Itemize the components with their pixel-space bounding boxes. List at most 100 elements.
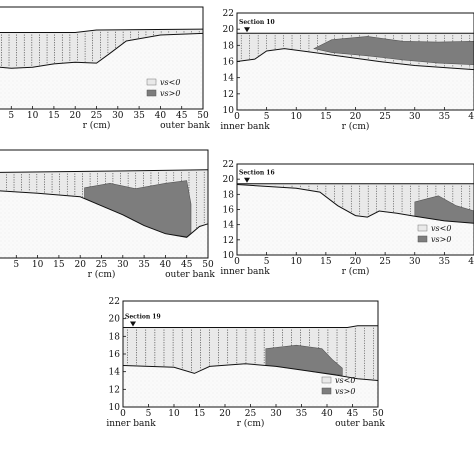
x-tick-label: 10: [291, 112, 303, 122]
y-tick-label: 12: [223, 90, 234, 100]
x-axis-label: r (cm): [83, 120, 111, 131]
section-title: Section 16: [239, 170, 275, 177]
x-tick-label: 5: [13, 260, 19, 270]
bed-sediment: [0, 190, 208, 258]
x-tick-label: 15: [53, 260, 65, 270]
water-level-marker: [130, 321, 136, 327]
region-positive: [313, 36, 474, 66]
y-tick-label: 10: [223, 251, 235, 261]
x-tick-label: 20: [69, 111, 81, 121]
legend-label-positive: vs>0: [431, 235, 451, 244]
x-tick-label: 25: [91, 111, 103, 121]
x-tick-label: 25: [379, 257, 391, 267]
bed-sediment: [237, 48, 474, 110]
x-tick-label: 15: [48, 111, 60, 121]
x-tick-label: 35: [439, 112, 451, 122]
x-tick-label: 10: [291, 257, 303, 267]
bed-sediment: [237, 184, 474, 255]
bed-profile: [0, 190, 209, 238]
y-tick-label: 22: [109, 297, 120, 307]
y-tick-label: 16: [223, 58, 235, 68]
x-tick-label: 0: [234, 257, 240, 267]
panel-4: 0 5 10 15 20 25 30 35 40 10 12 14 16 18 20 22 r (cm) inne…: [220, 160, 474, 277]
legend-swatch-positive: [321, 387, 332, 395]
x-tick-label: 40: [468, 257, 474, 267]
x-tick-label: 0: [234, 112, 240, 122]
inner-bank-label: inner bank: [106, 419, 156, 429]
bed-profile: [0, 32, 204, 69]
outer-bank-label: outer bank: [160, 121, 210, 131]
bed-sediment: [123, 363, 378, 407]
x-tick-label: 50: [202, 260, 214, 270]
x-axis-label: r (cm): [342, 121, 370, 132]
measurement-verticals: [1, 31, 200, 68]
section-title: Section 10: [239, 19, 275, 26]
x-tick-label: 30: [409, 112, 421, 122]
y-tick-label: 14: [109, 368, 121, 378]
legend-swatch-negative: [146, 78, 157, 86]
x-tick-label: 50: [197, 111, 209, 121]
x-tick-label: 30: [409, 257, 421, 267]
legend: vs<0 vs>0: [417, 224, 451, 244]
x-tick-label: 20: [74, 260, 86, 270]
x-tick-label: 45: [347, 409, 359, 419]
x-axis-label: r (cm): [88, 269, 116, 280]
outer-bank-label: outer bank: [165, 270, 215, 280]
y-tick-label: 20: [223, 25, 235, 35]
legend: vs<0 vs>0: [146, 78, 180, 98]
x-tick-label: 30: [112, 111, 124, 121]
legend-label-negative: vs<0: [160, 78, 180, 87]
x-tick-label: 5: [146, 409, 152, 419]
x-tick-label: 25: [245, 409, 257, 419]
legend-label-positive: vs>0: [335, 387, 355, 396]
inner-bank-label: inner bank: [220, 267, 270, 277]
x-tick-label: 45: [176, 111, 188, 121]
x-tick-label: 35: [133, 111, 145, 121]
x-tick-label: 40: [160, 260, 172, 270]
x-tick-label: 5: [264, 257, 270, 267]
x-tick-label: 20: [350, 112, 362, 122]
x-tick-label: 10: [27, 111, 39, 121]
panel-2: 0 5 10 15 20 25 30 35 40 10 12 14 16 18 20 22 r (cm) inne…: [220, 9, 474, 132]
section-title: Section 19: [125, 314, 161, 321]
x-tick-label: 25: [379, 112, 391, 122]
legend-label-negative: vs<0: [335, 376, 355, 385]
y-tick-label: 20: [223, 175, 235, 185]
y-tick-label: 12: [223, 236, 234, 246]
bed-profile: [236, 184, 474, 224]
legend-swatch-negative: [417, 224, 428, 232]
x-tick-label: 40: [468, 112, 474, 122]
x-tick-label: 5: [264, 112, 270, 122]
water-region-negative: [0, 29, 203, 69]
water-surface: [0, 169, 209, 173]
y-tick-label: 20: [109, 315, 121, 325]
water-surface: [0, 28, 204, 33]
y-tick-label: 10: [223, 106, 235, 116]
y-tick-label: 10: [109, 403, 121, 413]
water-level-marker: [244, 177, 250, 183]
y-tick-label: 22: [223, 9, 234, 19]
x-tick-label: 15: [320, 257, 332, 267]
legend-swatch-positive: [146, 89, 157, 97]
x-tick-label: 15: [320, 112, 332, 122]
x-tick-label: 40: [155, 111, 167, 121]
x-tick-label: 35: [439, 257, 451, 267]
x-tick-label: 35: [138, 260, 150, 270]
legend: vs<0 vs>0: [321, 376, 355, 396]
inner-bank-label: inner bank: [220, 122, 270, 132]
x-tick-label: 10: [32, 260, 44, 270]
x-tick-label: 0: [120, 409, 126, 419]
panel-5: 0 5 10 15 20 25 30 35 40 45 50 10 12 14 16 18 20 22 r (cm)…: [106, 297, 385, 429]
y-tick-label: 18: [109, 332, 121, 342]
outer-bank-label: outer bank: [335, 419, 385, 429]
water-surface: [123, 325, 378, 328]
x-tick-label: 30: [270, 409, 282, 419]
y-tick-label: 14: [223, 221, 235, 231]
legend-swatch-negative: [321, 376, 332, 384]
x-tick-label: 35: [296, 409, 308, 419]
bed-profile: [236, 48, 474, 71]
x-axis-label: r (cm): [237, 418, 265, 429]
water-level-marker: [244, 27, 250, 33]
